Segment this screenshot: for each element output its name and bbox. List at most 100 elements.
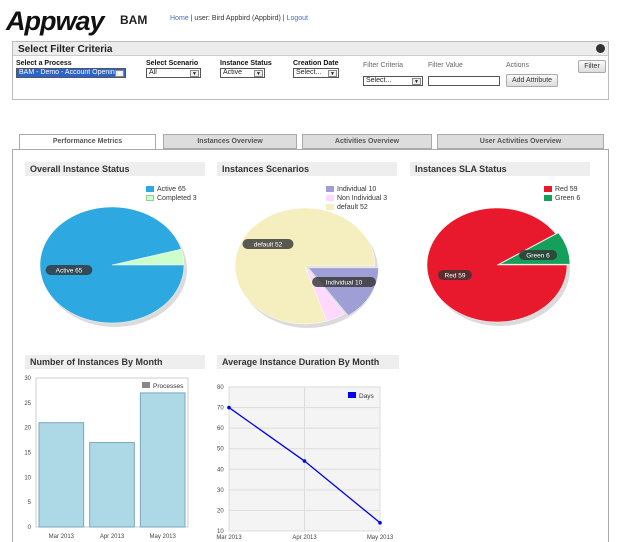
filter-panel-header: Select Filter Criteria — [13, 42, 608, 56]
process-select[interactable]: BAM - Demo - Account Opening ▼ — [16, 68, 126, 78]
top-nav: Home | user: Bird Appbird (Appbird) | Lo… — [170, 15, 308, 22]
legend-label: Individual 10 — [337, 186, 377, 193]
tab-instances-overview[interactable]: Instances Overview — [163, 134, 297, 149]
scenario-label: Select Scenario — [146, 60, 199, 67]
data-point — [227, 405, 231, 410]
y-tick-label: 15 — [24, 451, 31, 457]
bar — [89, 442, 135, 528]
y-tick-label: 30 — [217, 488, 224, 494]
status-select[interactable]: Active ▼ — [220, 68, 265, 78]
add-attribute-button[interactable]: Add Attribute — [506, 74, 558, 87]
legend-item: Green 6 — [544, 194, 580, 203]
data-label: Active 65 — [56, 268, 83, 275]
status-select-value: Active — [223, 69, 243, 76]
x-tick-label: Mar 2013 — [216, 535, 242, 541]
legend-label: Processes — [153, 383, 184, 390]
legend-swatch — [146, 186, 154, 193]
legend-swatch — [146, 195, 154, 202]
legend-swatch — [142, 382, 150, 388]
chevron-down-icon: ▼ — [190, 70, 199, 77]
creation-label: Creation Date — [293, 60, 339, 67]
y-tick-label: 30 — [24, 376, 31, 382]
y-tick-label: 0 — [28, 525, 32, 531]
chevron-down-icon: ▼ — [254, 70, 263, 77]
y-tick-label: 20 — [217, 508, 224, 514]
tab-activities-overview[interactable]: Activities Overview — [302, 134, 432, 149]
gear-icon[interactable] — [596, 44, 605, 53]
overall-legend: Active 65 Completed 3 — [146, 185, 197, 203]
status-label: Instance Status — [220, 60, 272, 67]
bar — [139, 392, 186, 528]
legend-item: default 52 — [326, 203, 387, 212]
data-label: Individual 10 — [326, 280, 363, 287]
process-select-value: BAM - Demo - Account Opening — [19, 69, 119, 76]
creation-select-value: Select... — [296, 69, 322, 76]
scenario-select-value: All — [149, 69, 157, 76]
legend-swatch — [348, 392, 356, 398]
home-link[interactable]: Home — [170, 15, 189, 22]
legend-swatch — [544, 195, 552, 202]
legend-swatch — [326, 204, 334, 211]
legend-label: Days — [359, 393, 375, 400]
filter-title: Select Filter Criteria — [18, 44, 113, 55]
data-label: Green 6 — [526, 253, 550, 260]
scenarios-legend: Individual 10 Non Individual 3 default 5… — [326, 185, 387, 212]
y-tick-label: 80 — [217, 385, 224, 391]
x-tick-label: May 2013 — [149, 534, 176, 540]
data-point — [378, 520, 382, 525]
data-point — [302, 459, 307, 463]
legend-label: Completed 3 — [157, 195, 197, 202]
legend-swatch — [326, 195, 334, 202]
y-tick-label: 40 — [217, 467, 224, 473]
y-tick-label: 70 — [217, 406, 224, 412]
user-info: user: Bird Appbird (Appbird) — [194, 15, 281, 22]
app-title: BAM — [120, 13, 148, 27]
x-tick-label: Apr 2013 — [292, 535, 317, 541]
tab-user-activities-overview[interactable]: User Activities Overview — [437, 134, 604, 149]
data-label-bg — [242, 239, 294, 249]
filter-button[interactable]: Filter — [578, 60, 606, 73]
scenarios-title: Instances Scenarios — [217, 162, 397, 176]
legend-item: Non Individual 3 — [326, 194, 387, 203]
logout-link[interactable]: Logout — [286, 15, 308, 22]
y-tick-label: 10 — [217, 529, 224, 535]
legend-item: Red 59 — [544, 185, 580, 194]
actions-header: Actions — [506, 62, 529, 69]
y-tick-label: 5 — [28, 500, 32, 506]
legend-item: Individual 10 — [326, 185, 387, 194]
legend-item: Active 65 — [146, 185, 197, 194]
y-tick-label: 60 — [217, 426, 224, 432]
creation-select[interactable]: Select... ▼ — [293, 68, 339, 78]
data-label-bg — [518, 250, 558, 260]
appway-logo: Appway — [6, 6, 105, 36]
pie-slice-red — [426, 207, 568, 323]
filter-panel: Select Filter Criteria Select a Process … — [12, 41, 609, 100]
legend-label: Green 6 — [555, 195, 581, 202]
criteria-select[interactable]: Select... ▼ — [363, 76, 423, 86]
bar — [38, 422, 85, 528]
data-label: Red 59 — [445, 273, 466, 280]
legend-label: Red 59 — [555, 186, 578, 193]
sla-legend: Red 59 Green 6 — [544, 185, 580, 203]
y-tick-label: 10 — [24, 475, 31, 481]
monthly-title: Number of Instances By Month — [25, 355, 205, 369]
chevron-down-icon: ▼ — [412, 78, 421, 85]
nav-separator: | — [190, 15, 193, 22]
legend-label: Non Individual 3 — [337, 195, 388, 202]
scenario-select[interactable]: All ▼ — [146, 68, 201, 78]
chevron-down-icon: ▼ — [115, 70, 124, 77]
y-tick-label: 20 — [24, 426, 31, 432]
data-label-bg — [312, 277, 376, 287]
duration-title: Average Instance Duration By Month — [217, 355, 399, 369]
criteria-select-value: Select... — [366, 77, 392, 84]
nav-separator: | — [282, 15, 285, 22]
legend-item: Completed 3 — [146, 194, 197, 203]
overall-status-title: Overall Instance Status — [25, 162, 205, 176]
pie-slice-active — [39, 206, 185, 324]
legend-label: default 52 — [337, 204, 368, 211]
value-header: Filter Value — [428, 62, 463, 69]
data-label-bg — [45, 265, 93, 275]
data-label-bg — [438, 270, 472, 280]
filter-value-input[interactable] — [428, 76, 500, 86]
